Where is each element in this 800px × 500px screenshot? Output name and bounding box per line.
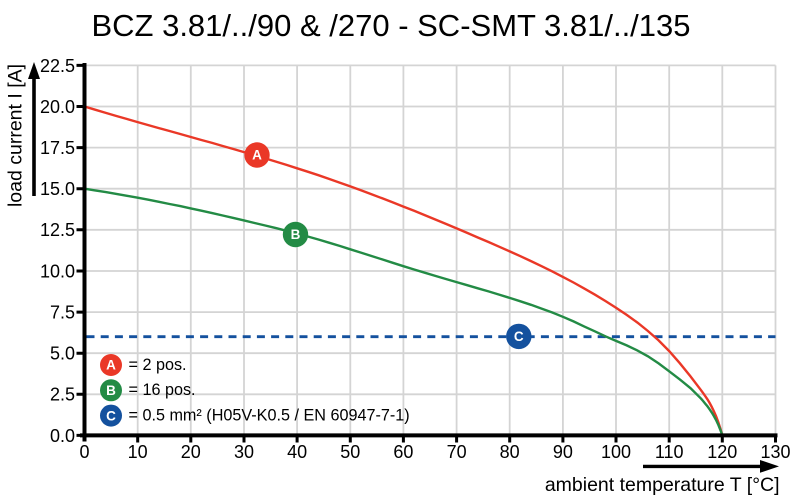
svg-text:120: 120 xyxy=(707,442,737,462)
svg-text:B: B xyxy=(106,383,116,398)
svg-text:20: 20 xyxy=(181,442,201,462)
svg-text:A: A xyxy=(252,148,262,163)
svg-text:ambient temperature T [°C]: ambient temperature T [°C] xyxy=(545,474,780,496)
svg-text:50: 50 xyxy=(340,442,360,462)
svg-text:100: 100 xyxy=(601,442,631,462)
svg-text:20.0: 20.0 xyxy=(40,97,75,117)
svg-text:15.0: 15.0 xyxy=(40,179,75,199)
svg-text:load current I [A]: load current I [A] xyxy=(5,64,27,207)
svg-text:0: 0 xyxy=(79,442,89,462)
svg-text:= 16 pos.: = 16 pos. xyxy=(129,381,196,399)
svg-text:A: A xyxy=(106,358,116,373)
svg-text:22.5: 22.5 xyxy=(40,56,75,76)
svg-text:30: 30 xyxy=(234,442,254,462)
svg-text:10.0: 10.0 xyxy=(40,261,75,281)
svg-text:40: 40 xyxy=(287,442,307,462)
svg-text:BCZ 3.81/../90 & /270 - SC-SMT: BCZ 3.81/../90 & /270 - SC-SMT 3.81/../1… xyxy=(91,8,690,43)
svg-text:12.5: 12.5 xyxy=(40,220,75,240)
svg-text:70: 70 xyxy=(447,442,467,462)
svg-text:5.0: 5.0 xyxy=(50,344,75,364)
svg-text:10: 10 xyxy=(128,442,148,462)
svg-text:0.0: 0.0 xyxy=(50,426,75,446)
svg-text:= 2 pos.: = 2 pos. xyxy=(129,356,187,374)
svg-text:90: 90 xyxy=(553,442,573,462)
svg-text:= 0.5 mm² (H05V-K0.5 / EN 6094: = 0.5 mm² (H05V-K0.5 / EN 60947-7-1) xyxy=(129,406,410,424)
svg-text:2.5: 2.5 xyxy=(50,385,75,405)
svg-text:C: C xyxy=(106,408,116,423)
svg-text:110: 110 xyxy=(655,442,684,462)
svg-text:130: 130 xyxy=(760,442,790,462)
svg-text:7.5: 7.5 xyxy=(50,303,75,323)
svg-text:60: 60 xyxy=(393,442,413,462)
svg-text:17.5: 17.5 xyxy=(40,138,75,158)
svg-text:80: 80 xyxy=(500,442,520,462)
svg-text:C: C xyxy=(514,329,524,344)
svg-text:B: B xyxy=(291,227,301,242)
